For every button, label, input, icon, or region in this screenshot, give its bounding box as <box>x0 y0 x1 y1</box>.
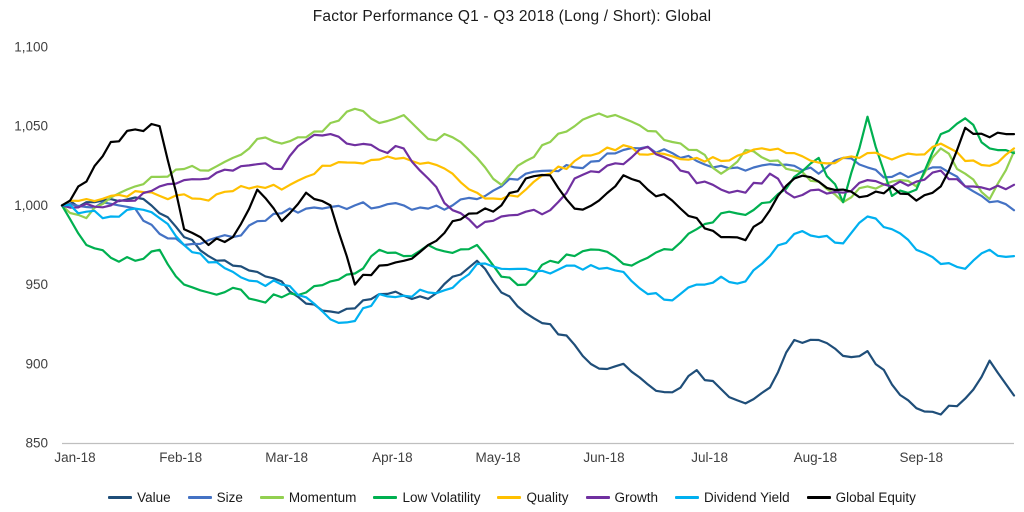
series-line-momentum <box>60 107 1016 220</box>
x-axis-tick-label: May-18 <box>476 450 521 465</box>
legend-swatch-momentum-icon <box>259 496 284 499</box>
legend-swatch-dividend-yield-icon <box>675 496 700 499</box>
series-line-dividend-yield <box>60 203 1016 324</box>
chart-title: Factor Performance Q1 - Q3 2018 (Long / … <box>312 8 712 25</box>
legend-label: Growth <box>614 490 659 505</box>
legend-item-growth: Growth <box>585 490 659 505</box>
legend-item-dividend-yield: Dividend Yield <box>675 490 790 505</box>
y-axis-tick-label: 1,050 <box>14 119 48 134</box>
legend-item-low-volatility: Low Volatility <box>373 490 480 505</box>
legend-label: Quality <box>526 490 569 505</box>
series-line-global-equity <box>60 122 1016 286</box>
y-axis-tick-label: 900 <box>25 356 48 371</box>
legend-label: Low Volatility <box>402 490 481 505</box>
y-axis-tick-label: 850 <box>25 436 48 451</box>
legend-item-size: Size <box>187 490 243 505</box>
y-axis-tick-label: 1,000 <box>14 198 48 213</box>
legend-item-value: Value <box>108 490 171 505</box>
legend-swatch-value-icon <box>108 496 133 499</box>
series-line-quality <box>60 142 1016 207</box>
legend-swatch-growth-icon <box>585 496 610 499</box>
legend-label: Value <box>137 490 171 505</box>
x-axis-tick-label: Sep-18 <box>900 450 944 465</box>
series-line-size <box>60 145 1016 247</box>
series-line-low-volatility <box>60 115 1016 304</box>
x-axis-tick-label: Jun-18 <box>583 450 624 465</box>
legend-label: Global Equity <box>835 490 916 505</box>
series-line-growth <box>60 133 1016 229</box>
x-axis-tick-label: Mar-18 <box>265 450 308 465</box>
legend-swatch-global-equity-icon <box>806 496 831 499</box>
x-axis-tick-label: Aug-18 <box>794 450 838 465</box>
x-axis-tick-label: Jan-18 <box>54 450 95 465</box>
x-axis-tick-label: Feb-18 <box>159 450 202 465</box>
x-axis-tick-label: Jul-18 <box>691 450 728 465</box>
series-line-value <box>60 196 1016 416</box>
legend-swatch-size-icon <box>187 496 212 499</box>
y-axis-tick-label: 1,100 <box>14 40 48 55</box>
legend-label: Size <box>216 490 243 505</box>
chart-legend: Value Size Momentum Low Volatility Quality Gr… <box>0 490 1024 505</box>
legend-swatch-quality-icon <box>497 496 522 499</box>
legend-item-global-equity: Global Equity <box>806 490 916 505</box>
legend-label: Momentum <box>288 490 357 505</box>
legend-item-momentum: Momentum <box>259 490 357 505</box>
x-axis-tick-label: Apr-18 <box>372 450 413 465</box>
legend-swatch-low-volatility-icon <box>373 496 398 499</box>
y-axis-tick-label: 950 <box>25 277 48 292</box>
legend-label: Dividend Yield <box>704 490 790 505</box>
legend-item-quality: Quality <box>497 490 569 505</box>
